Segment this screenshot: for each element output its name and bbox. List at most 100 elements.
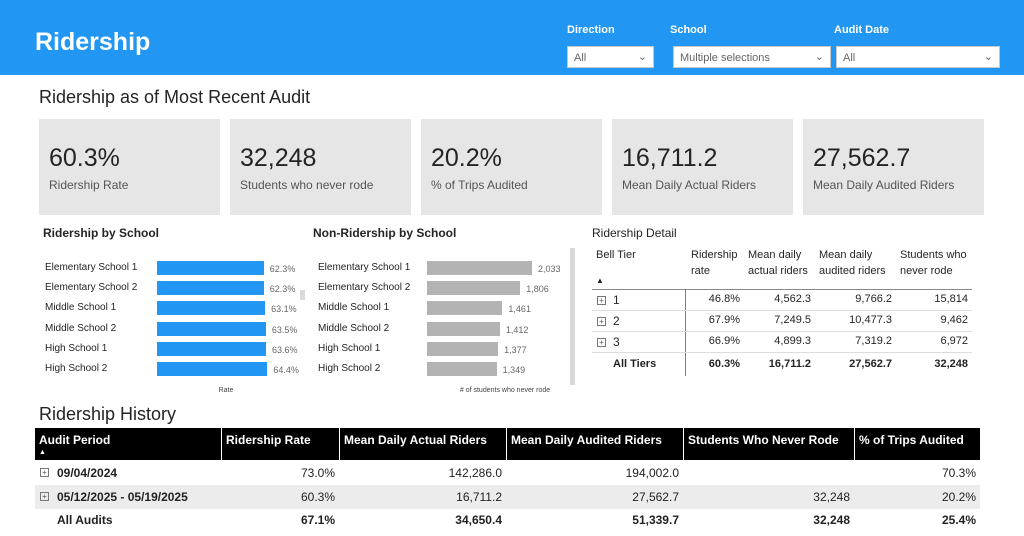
history-cell: 05/12/2025 - 05/19/2025 <box>57 490 188 504</box>
detail-tier-label: 2 <box>613 314 620 328</box>
bar[interactable] <box>427 301 503 316</box>
bar-category-label: Elementary School 2 <box>45 282 138 294</box>
detail-col-audited[interactable]: Mean daily audited riders <box>819 249 886 277</box>
history-total-cell: 32,248 <box>813 513 850 527</box>
bar-category-label: High School 2 <box>45 363 108 374</box>
detail-cell: 7,319.2 <box>855 335 892 347</box>
detail-total-cell: 60.3% <box>708 358 740 370</box>
kpi-label: Mean Daily Audited Riders <box>813 178 955 192</box>
expand-plus-icon[interactable]: + <box>597 317 606 326</box>
history-cell: 20.2% <box>941 490 976 504</box>
bar-value-label: 1,412 <box>505 324 529 335</box>
history-cell: 70.3% <box>941 466 976 480</box>
bar[interactable] <box>157 281 264 296</box>
bar-category-label: Elementary School 1 <box>318 262 411 273</box>
detail-cell: 67.9% <box>708 314 740 326</box>
history-title: Ridership History <box>39 404 177 424</box>
bar-category-label: Elementary School 1 <box>45 262 138 273</box>
kpi-label: Mean Daily Actual Riders <box>622 178 757 192</box>
ridership-chart-title: Ridership by School <box>43 226 160 240</box>
kpi-label: Students who never rode <box>240 178 374 192</box>
history-column-header[interactable]: Students Who Never Rode <box>684 428 854 460</box>
detail-col-never[interactable]: Students who never rode <box>900 249 967 277</box>
bar-value-label: 64.4% <box>273 365 299 375</box>
non-ridership-chart-scrollbar[interactable] <box>570 248 575 385</box>
history-cell: 32,248 <box>813 490 850 504</box>
expand-plus-icon[interactable]: + <box>40 468 49 477</box>
kpi-label: % of Trips Audited <box>431 178 528 192</box>
bar[interactable] <box>157 321 266 336</box>
history-column-header[interactable]: % of Trips Audited <box>855 428 980 460</box>
header-bar: Ridership Direction All ⌄ School Multipl… <box>0 0 1024 75</box>
chevron-down-icon: ⌄ <box>814 51 824 63</box>
detail-cell: 7,249.5 <box>774 314 811 326</box>
history-cell: 16,711.2 <box>456 490 502 504</box>
history-cell: 142,286.0 <box>448 466 502 480</box>
history-row <box>35 461 980 485</box>
kpi-value: 27,562.7 <box>813 144 911 172</box>
detail-cell: 4,899.3 <box>774 335 811 347</box>
detail-col-rate[interactable]: Ridership rate <box>691 249 738 277</box>
bar[interactable] <box>427 261 532 275</box>
row-divider <box>592 352 972 353</box>
history-total-cell: 51,339.7 <box>632 513 679 527</box>
detail-col-bell-tier[interactable]: Bell Tier <box>596 249 636 261</box>
direction-filter-label: Direction <box>567 24 615 36</box>
expand-plus-icon[interactable]: + <box>597 296 606 305</box>
non-ridership-chart-title: Non-Ridership by School <box>313 226 457 240</box>
history-total-cell: All Audits <box>57 513 113 527</box>
ridership-chart-xlabel: Rate <box>218 387 234 394</box>
kpi-value: 20.2% <box>431 144 502 172</box>
history-column-header[interactable]: Mean Daily Actual Riders <box>340 428 506 460</box>
kpi-label: Ridership Rate <box>49 178 129 192</box>
detail-total-cell: 27,562.7 <box>849 358 892 370</box>
history-total-cell: 25.4% <box>941 513 976 527</box>
page-title: Ridership <box>35 28 151 56</box>
bar[interactable] <box>427 281 521 296</box>
school-select[interactable]: Multiple selections ⌄ <box>673 46 831 68</box>
bar-value-label: 2,033 <box>537 264 561 274</box>
detail-cell: 10,477.3 <box>849 314 892 326</box>
bar[interactable] <box>157 362 268 376</box>
history-column-header[interactable]: Audit Period <box>35 428 221 460</box>
expand-plus-icon[interactable]: + <box>40 492 49 501</box>
history-cell: 60.3% <box>300 490 335 504</box>
history-total-cell: 67.1% <box>300 513 335 527</box>
audit-date-select-value: All <box>843 52 856 64</box>
direction-select[interactable]: All ⌄ <box>567 46 654 68</box>
kpi-value: 16,711.2 <box>622 144 718 172</box>
bar-value-label: 1,377 <box>504 344 527 355</box>
bar[interactable] <box>427 362 497 376</box>
bar[interactable] <box>427 321 500 336</box>
detail-cell: 9,462 <box>940 314 968 326</box>
bar-category-label: Middle School 1 <box>45 302 117 314</box>
sort-ascending-icon: ▲ <box>596 276 604 285</box>
bar-value-label: 63.5% <box>271 324 298 335</box>
expand-plus-icon[interactable]: + <box>597 338 606 347</box>
kpi-card-ridership-rate: 60.3% Ridership Rate <box>39 119 220 215</box>
history-column-header[interactable]: Mean Daily Audited Riders <box>507 428 683 460</box>
history-column-header[interactable]: Ridership Rate <box>222 428 339 460</box>
chevron-down-icon: ⌄ <box>637 51 647 63</box>
chevron-down-icon: ⌄ <box>983 51 993 63</box>
bar-value-label: 1,461 <box>508 304 531 315</box>
bar[interactable] <box>157 261 264 275</box>
detail-cell: 15,814 <box>934 293 968 305</box>
recent-audit-title: Ridership as of Most Recent Audit <box>39 87 311 107</box>
audit-date-select[interactable]: All ⌄ <box>836 46 1000 68</box>
detail-tier-label: 3 <box>613 335 620 349</box>
detail-cell: 6,972 <box>940 335 968 347</box>
bar-value-label: 1,349 <box>502 365 526 375</box>
ridership-chart-scrollbar[interactable] <box>300 290 305 300</box>
detail-col-actual[interactable]: Mean daily actual riders <box>748 249 808 277</box>
bar[interactable] <box>427 341 499 356</box>
bar[interactable] <box>157 301 266 316</box>
bar-category-label: High School 2 <box>318 363 381 374</box>
bar-value-label: 63.1% <box>271 304 297 315</box>
bar-category-label: High School 1 <box>45 342 108 354</box>
detail-title: Ridership Detail <box>592 226 677 240</box>
history-cell: 194,002.0 <box>625 466 679 480</box>
audit-date-filter-label: Audit Date <box>834 24 889 36</box>
direction-filter: Direction All ⌄ <box>567 24 654 68</box>
bar[interactable] <box>157 341 267 356</box>
